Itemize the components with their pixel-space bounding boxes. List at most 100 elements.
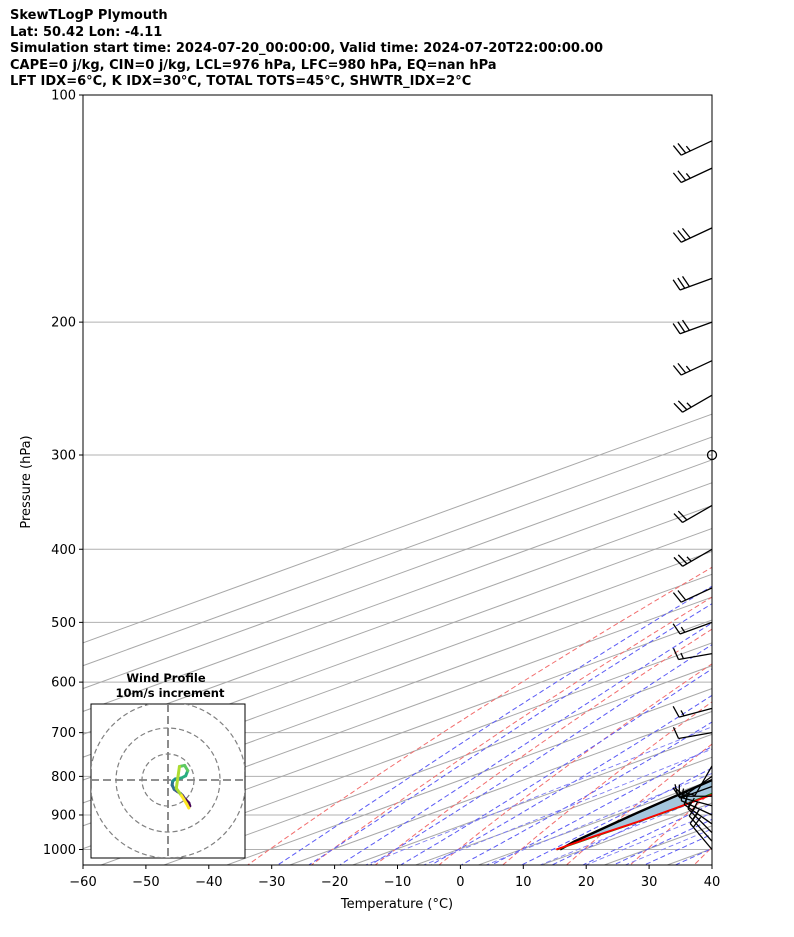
x-tick-label: 30	[641, 875, 658, 890]
isotherm-line	[83, 619, 712, 850]
barb-flag	[677, 362, 687, 374]
barb-flag	[672, 647, 680, 660]
barb-flag	[672, 279, 681, 291]
isotherm-line	[83, 596, 712, 827]
barb-flag	[672, 726, 680, 739]
moist-adiabat	[581, 803, 712, 865]
mixing-ratio-line	[624, 828, 712, 865]
moist-adiabat	[460, 721, 712, 865]
barb-shaft	[679, 277, 713, 291]
barb-shaft	[679, 785, 713, 799]
barb-flag	[677, 510, 688, 521]
dry-adiabat	[565, 743, 712, 865]
hodograph-trace-segment	[174, 764, 181, 790]
barb-half-flag	[685, 145, 691, 152]
barb-flag	[673, 556, 684, 567]
x-tick-label: −30	[258, 875, 285, 890]
wind-barb	[672, 647, 713, 661]
barb-shaft	[680, 800, 713, 816]
x-tick-label: 0	[456, 875, 464, 890]
barb-flag	[692, 809, 701, 821]
barb-shaft	[689, 823, 713, 850]
wind-barb	[672, 726, 713, 740]
wind-barb	[672, 227, 713, 243]
y-tick-label: 400	[51, 543, 76, 558]
dewpoint-profile-line	[556, 792, 712, 851]
background-reference-lines	[83, 95, 794, 881]
barb-shaft	[687, 808, 713, 834]
wind-barb	[672, 785, 713, 799]
wind-barb	[672, 587, 713, 603]
wind-barbs	[672, 140, 718, 850]
x-tick-label: 40	[704, 875, 721, 890]
moist-adiabat	[369, 644, 712, 865]
barb-shaft	[679, 621, 713, 635]
barb-flag	[672, 323, 681, 335]
barb-flag	[672, 623, 681, 635]
moist-adiabat	[520, 767, 712, 865]
dry-adiabat	[310, 596, 712, 865]
moist-adiabat	[399, 668, 712, 865]
barb-flag	[677, 590, 687, 601]
wind-barb	[706, 449, 718, 461]
barb-half-flag	[686, 402, 692, 408]
moist-adiabat	[307, 603, 712, 865]
barb-shaft	[680, 167, 713, 184]
moist-adiabat	[643, 833, 712, 865]
sounding-profiles	[556, 778, 712, 851]
y-tick-label: 100	[51, 89, 76, 104]
dry-adiabat	[743, 95, 794, 881]
barb-flag	[681, 227, 691, 239]
x-tick-label: −40	[195, 875, 222, 890]
mixing-ratio-line	[422, 748, 712, 865]
temperature-profile-line	[556, 793, 712, 851]
barb-shaft	[680, 227, 713, 243]
barb-flag	[673, 513, 684, 523]
stability-indices: LFT IDX=6°C, K IDX=30°C, TOTAL TOTS=45°C…	[10, 74, 472, 89]
moist-adiabat	[338, 622, 712, 865]
barb-shaft	[688, 815, 713, 842]
barb-flag	[677, 321, 686, 333]
barb-shaft	[679, 321, 713, 335]
barb-shaft	[678, 731, 713, 740]
y-tick-label: 800	[51, 770, 76, 785]
wind-barb	[672, 167, 713, 184]
x-tick-label: 20	[578, 875, 595, 890]
barb-flag	[673, 402, 684, 413]
x-tick-label: 10	[515, 875, 532, 890]
dry-adiabat	[374, 628, 712, 865]
moist-adiabat	[429, 694, 712, 865]
dry-adiabat	[246, 566, 712, 865]
moist-adiabat	[276, 585, 712, 865]
barb-flag	[677, 400, 688, 411]
barb-shaft	[680, 140, 713, 156]
barb-half-flag	[680, 626, 686, 633]
barb-half-flag	[685, 173, 691, 179]
hodograph-inset: Wind Profile 10m/s increment	[90, 671, 246, 859]
barb-shaft	[683, 803, 713, 825]
x-axis-ticks: −60 −50 −40 −30 −20 −10 0 10 20 30 40	[69, 865, 720, 890]
hodograph-title: Wind Profile	[126, 671, 206, 685]
barb-flag	[672, 787, 681, 799]
y-axis-ticks: 1000 900 800 700 600 500 400 300 200 100	[43, 89, 83, 858]
dry-adiabat	[501, 701, 712, 865]
hodograph-subtitle: 10m/s increment	[116, 686, 225, 700]
hodograph-trace-segment	[180, 794, 189, 806]
isotherm-line	[477, 779, 712, 865]
x-tick-label: −10	[384, 875, 411, 890]
barb-shaft	[678, 652, 713, 661]
y-tick-label: 900	[51, 808, 76, 823]
moist-adiabat	[490, 745, 712, 865]
barb-half-flag	[686, 556, 692, 562]
stability-parameters: CAPE=0 j/kg, CIN=0 j/kg, LCL=976 hPa, LF…	[10, 57, 497, 73]
y-axis-label: Pressure (hPa)	[19, 435, 34, 528]
dry-adiabat	[629, 791, 712, 865]
barb-shaft	[678, 796, 713, 807]
wind-barb	[672, 360, 713, 376]
station-title: SkewTLogP Plymouth	[10, 8, 168, 23]
chart-title-block: SkewTLogP Plymouth Lat: 50.42 Lon: -4.11…	[10, 8, 603, 91]
dry-adiabat	[438, 663, 712, 865]
moist-adiabat	[551, 786, 712, 865]
barb-flag	[692, 816, 702, 828]
barb-flag	[672, 145, 682, 156]
